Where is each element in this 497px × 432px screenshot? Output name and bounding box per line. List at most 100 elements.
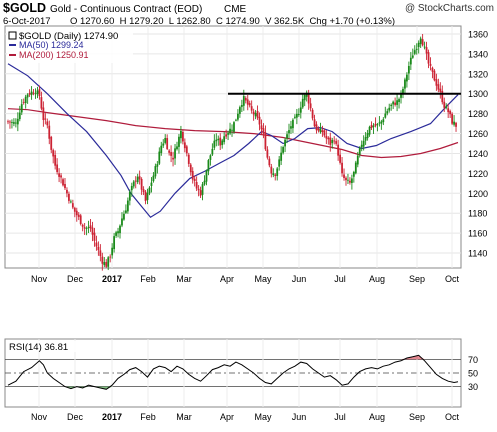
candle-body (132, 181, 135, 187)
candle-body (431, 67, 434, 72)
candle-body (260, 125, 263, 130)
candle-body (111, 247, 114, 256)
candle-body (352, 171, 355, 177)
candle-body (372, 125, 375, 128)
legend-swatch-main (8, 31, 17, 40)
candle-body (158, 151, 161, 164)
candle-body (266, 149, 269, 158)
candle-body (233, 122, 235, 132)
candle-body (58, 173, 60, 177)
price-grid (5, 26, 461, 268)
candle-body (32, 92, 35, 94)
rsi-oversold-fill (106, 386, 113, 390)
candle-body (105, 261, 108, 267)
candle-body (280, 152, 283, 161)
candle-body (191, 170, 194, 180)
chart-legend: $GOLD (Daily) 1274.90 MA(50) 1299.24 MA(… (7, 28, 133, 63)
candle-body (317, 128, 320, 131)
candle-body (160, 145, 163, 153)
price-tick-label: 1340 (468, 49, 488, 59)
candle-body (413, 50, 416, 54)
price-tick-label: 1140 (468, 249, 487, 259)
candle-body (103, 262, 106, 266)
candle-body (20, 104, 23, 113)
candle-body (213, 140, 216, 148)
candle-body (380, 121, 383, 124)
candle-body (374, 123, 377, 126)
candle-body (419, 38, 422, 44)
rsi-x-label: Jun (292, 412, 307, 422)
candle-body (443, 101, 446, 108)
candle-body (126, 200, 129, 212)
candle-body (62, 179, 64, 186)
candle-body (215, 139, 218, 142)
rsi-x-label: Sep (409, 412, 425, 422)
candle-body (174, 148, 176, 159)
candle-body (146, 192, 149, 200)
candle-body (121, 218, 123, 226)
candle-body (358, 147, 361, 155)
candle-body (445, 106, 448, 108)
candle-body (85, 227, 88, 229)
legend-ma200: MA(200) 1250.91 (19, 50, 89, 60)
candle-body (229, 128, 231, 134)
candle-body (231, 129, 233, 131)
candle-body (400, 93, 402, 98)
price-x-label: May (254, 274, 272, 284)
price-tick-label: 1160 (468, 229, 487, 239)
candle-body (168, 150, 171, 153)
ma200-line-layer (7, 108, 459, 159)
candle-body (362, 140, 365, 147)
candle-body (91, 227, 94, 235)
price-tick-label: 1360 (468, 29, 488, 39)
candle-body (252, 111, 255, 115)
candle-body (142, 189, 145, 193)
rsi-line-layer (7, 354, 459, 390)
candle-body (119, 225, 121, 234)
candle-body (415, 48, 418, 50)
candle-body (207, 160, 210, 172)
candle-body (447, 108, 450, 113)
candle-body (337, 144, 340, 156)
candle-body (93, 232, 96, 241)
candle-body (89, 225, 92, 229)
candle-body (268, 158, 271, 166)
candle-body (221, 140, 224, 145)
candle-body (34, 93, 37, 95)
candle-body (299, 107, 302, 113)
candle-body (52, 150, 55, 157)
price-tick-label: 1220 (468, 169, 488, 179)
candle-body (309, 103, 312, 109)
candle-body (433, 70, 436, 81)
candle-body (64, 184, 66, 189)
candle-body (195, 182, 198, 189)
candle-body (370, 125, 373, 128)
chart-name: Gold - Continuous Contract (EOD) (50, 4, 202, 15)
candles (7, 34, 457, 271)
candle-body (327, 137, 330, 140)
candle-body (303, 94, 306, 101)
candle-body (203, 180, 206, 185)
candle-body (250, 106, 253, 111)
candle-body (276, 168, 279, 176)
candle-body (205, 170, 208, 182)
rsi-x-labels: Nov Dec 2017 Feb Mar Apr May Jun Jul Aug Sep Oct (31, 412, 460, 422)
candle-body (378, 122, 381, 124)
price-tick-label: 1200 (468, 189, 488, 199)
candle-body (38, 89, 41, 97)
candle-body (101, 256, 104, 264)
candle-body (24, 96, 27, 104)
candle-body (256, 111, 259, 118)
candle-body (423, 46, 426, 48)
candle-body (156, 164, 159, 167)
candle-body (164, 138, 167, 143)
candle-body (26, 94, 29, 98)
price-tick-label: 1280 (468, 109, 488, 119)
candle-body (396, 100, 398, 105)
watermark: @ StockCharts.com (405, 3, 494, 14)
candle-body (46, 121, 49, 126)
price-axis: 1140 1160 1180 1200 1220 1240 1260 1280 1300 1320… (468, 29, 488, 258)
candle-body (335, 141, 338, 144)
chart-symbol: $GOLD (3, 1, 46, 15)
candle-body (189, 164, 192, 173)
